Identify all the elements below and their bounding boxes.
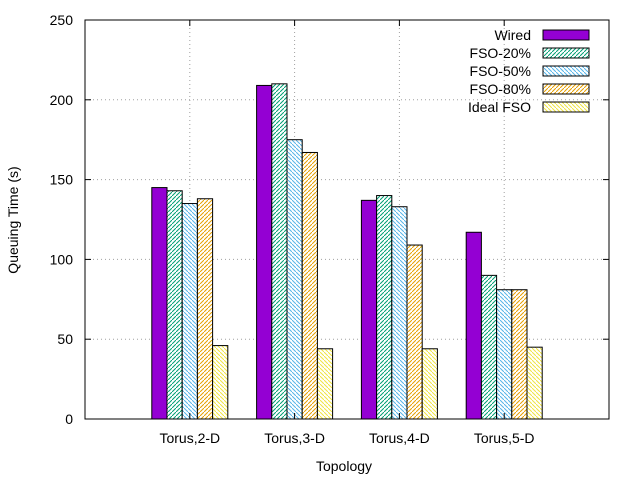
bar-wired-3 — [465, 231, 482, 420]
legend: Wired FSO-20% FSO-50% FSO-80% Ideal FSO — [468, 27, 590, 115]
bar-ideal-fso-1 — [316, 348, 334, 420]
legend-swatch — [542, 29, 590, 41]
x-tick-label: Torus,5-D — [474, 430, 535, 446]
y-tick-label: 0 — [65, 411, 73, 427]
plot-frame — [84, 19, 610, 420]
bar-fso-20--1 — [271, 83, 288, 420]
bar-fso-20--3 — [480, 274, 498, 420]
bar-fso-50--1 — [286, 139, 303, 420]
bar-fso-20--0 — [166, 190, 183, 420]
y-tick-label: 100 — [50, 251, 74, 267]
bar-fso-80--0 — [196, 198, 214, 420]
x-axis-label: Topology — [316, 458, 372, 474]
legend-swatch — [542, 65, 590, 77]
legend-label: FSO-50% — [470, 63, 531, 79]
y-tick-label: 50 — [57, 331, 73, 347]
legend-label: Wired — [494, 27, 531, 43]
legend-swatch — [542, 83, 590, 95]
bar-ideal-fso-3 — [526, 346, 543, 420]
y-tick-label: 150 — [50, 172, 74, 188]
legend-swatch — [542, 101, 590, 113]
legend-swatch — [542, 47, 590, 59]
bar-wired-1 — [256, 84, 273, 420]
bar-wired-2 — [360, 199, 378, 420]
bar-ideal-fso-0 — [212, 345, 229, 420]
bar-fso-80--2 — [406, 244, 423, 420]
bar-fso-80--1 — [301, 151, 318, 420]
legend-label: FSO-20% — [470, 45, 531, 61]
y-axis-ticks: 0 50 100 150 200 250 — [50, 12, 609, 427]
bar-fso-50--0 — [181, 203, 198, 420]
bar-fso-20--2 — [376, 195, 393, 420]
y-axis-label: Queuing Time (s) — [5, 166, 21, 273]
bar-fso-80--3 — [511, 289, 528, 420]
bar-wired-0 — [151, 187, 168, 420]
bar-ideal-fso-2 — [421, 348, 438, 420]
bars — [151, 83, 543, 420]
legend-label: FSO-80% — [470, 81, 531, 97]
bar-fso-50--3 — [496, 289, 513, 420]
x-tick-label: Torus,2-D — [159, 430, 220, 446]
legend-label: Ideal FSO — [468, 99, 531, 115]
bar-fso-50--2 — [391, 206, 408, 420]
x-tick-label: Torus,4-D — [369, 430, 430, 446]
y-tick-label: 250 — [50, 12, 74, 28]
x-axis-ticks: Torus,2-D Torus,3-D Torus,4-D Torus,5-D — [159, 20, 535, 446]
x-tick-label: Torus,3-D — [264, 430, 325, 446]
y-tick-label: 200 — [50, 92, 74, 108]
